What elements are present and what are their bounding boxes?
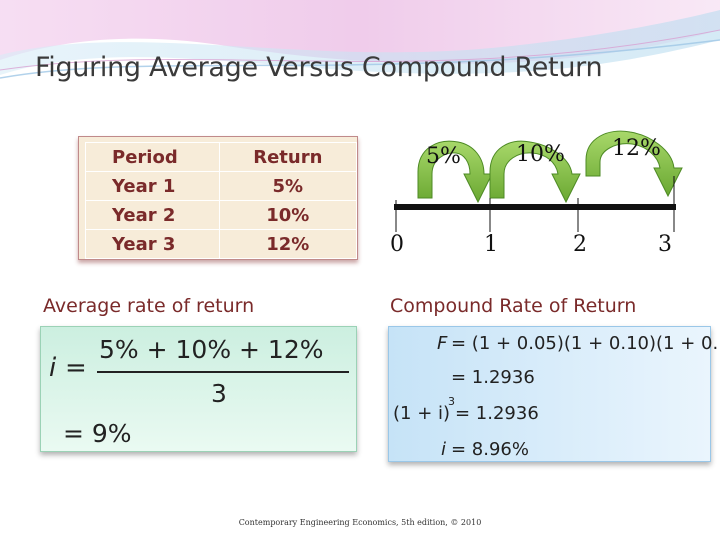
footer-citation: Contemporary Engineering Economics, 5th … xyxy=(238,518,482,527)
period-label-3: 3 xyxy=(658,232,672,257)
arrow-period-3 xyxy=(585,130,683,198)
cmp-line4-var: i xyxy=(441,439,447,460)
cell-return: 12% xyxy=(218,229,358,259)
compound-label: Compound Rate of Return xyxy=(390,295,637,317)
avg-eq: = xyxy=(65,353,87,383)
cmp-line1-var: F xyxy=(437,333,448,354)
table-header-row: Period Return xyxy=(85,142,358,172)
arrow-period-2 xyxy=(489,140,581,204)
page-title: Figuring Average Versus Compound Return xyxy=(35,52,603,83)
avg-denominator: 3 xyxy=(211,379,227,408)
rate-label-3: 12% xyxy=(612,136,661,161)
fraction-bar xyxy=(97,371,349,373)
cell-return: 5% xyxy=(218,171,358,201)
cmp-line1-expr: = (1 + 0.05)(1 + 0.10)(1 + 0.12) xyxy=(451,333,720,354)
header-decoration xyxy=(0,0,720,79)
header-return: Return xyxy=(218,142,358,172)
table-row: Year 3 12% xyxy=(85,229,358,259)
cmp-line4-rhs: = 8.96% xyxy=(451,439,529,460)
rate-label-2: 10% xyxy=(516,142,565,167)
period-label-2: 2 xyxy=(573,232,587,257)
cash-flow-timeline: 5% 10% 12% 0 1 2 3 xyxy=(380,120,700,270)
avg-result: = 9% xyxy=(63,419,132,448)
timeline-axis xyxy=(394,204,676,210)
timeline-graphic xyxy=(394,130,683,232)
cell-return: 10% xyxy=(218,200,358,230)
cmp-line3-lhs: (1 + i) xyxy=(393,403,451,424)
cell-period: Year 1 xyxy=(85,171,220,201)
rate-label-1: 5% xyxy=(426,144,461,169)
period-label-1: 1 xyxy=(484,232,498,257)
cmp-line2: = 1.2936 xyxy=(451,367,535,388)
header-period: Period xyxy=(85,142,220,172)
table-row: Year 2 10% xyxy=(85,200,358,230)
cmp-line3-rhs: = 1.2936 xyxy=(455,403,539,424)
cell-period: Year 2 xyxy=(85,200,220,230)
table-row: Year 1 5% xyxy=(85,171,358,201)
avg-numerator: 5% + 10% + 12% xyxy=(99,335,324,364)
period-label-0: 0 xyxy=(390,232,404,257)
arrow-period-1 xyxy=(417,140,493,204)
cmp-line3-exp: 3 xyxy=(448,395,455,408)
returns-table: Period Return Year 1 5% Year 2 10% Year … xyxy=(78,136,358,260)
avg-var: i xyxy=(49,353,57,383)
average-formula-box: i = 5% + 10% + 12% 3 = 9% xyxy=(40,326,357,452)
returns-table-grid: Period Return Year 1 5% Year 2 10% Year … xyxy=(85,142,358,259)
average-label: Average rate of return xyxy=(43,295,255,317)
compound-formula-box: F = (1 + 0.05)(1 + 0.10)(1 + 0.12) = 1.2… xyxy=(388,326,720,462)
cell-period: Year 3 xyxy=(85,229,220,259)
